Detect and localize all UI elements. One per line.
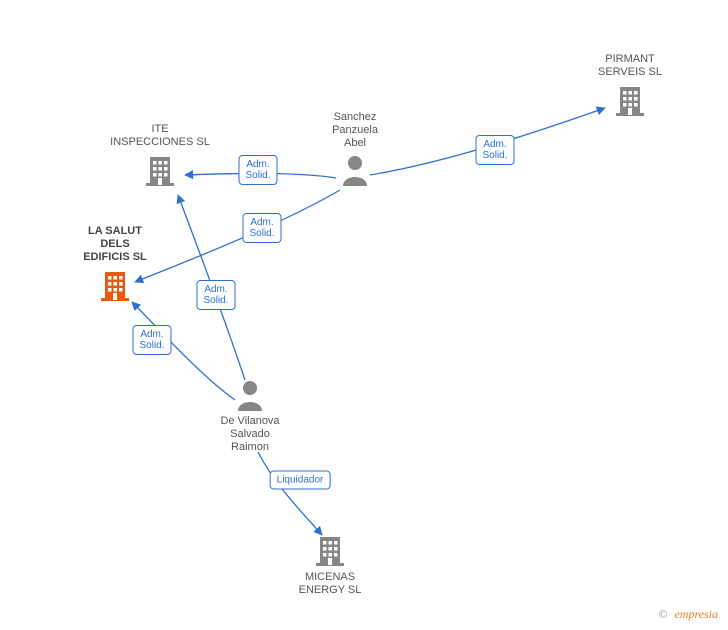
node-label: LA SALUT DELS EDIFICIS SL	[55, 225, 175, 264]
credit-footer: © empresia	[658, 607, 718, 622]
building-icon	[313, 533, 347, 567]
building-icon	[613, 83, 647, 117]
edge-label-e5: Adm. Solid.	[132, 325, 171, 355]
building-icon	[143, 153, 177, 187]
edge-label-e4: Adm. Solid.	[196, 280, 235, 310]
company-node-micenas[interactable]: MICENAS ENERGY SL	[270, 533, 390, 597]
copyright-symbol: ©	[658, 607, 667, 621]
edge-label-e1: Adm. Solid.	[475, 135, 514, 165]
company-node-lasalut[interactable]: LA SALUT DELS EDIFICIS SL	[55, 225, 175, 302]
company-node-pirmant[interactable]: PIRMANT SERVEIS SL	[570, 53, 690, 117]
company-node-ite[interactable]: ITE INSPECCIONES SL	[100, 123, 220, 187]
edge-label-e6: Liquidador	[270, 471, 331, 490]
edge-e6	[258, 452, 322, 535]
edge-label-e3: Adm. Solid.	[242, 213, 281, 243]
brand-name: empresia	[674, 607, 718, 621]
node-label: Sanchez Panzuela Abel	[295, 111, 415, 150]
node-label: PIRMANT SERVEIS SL	[570, 53, 690, 79]
person-icon	[235, 379, 265, 411]
person-node-vilanova[interactable]: De Vilanova Salvado Raimon	[190, 379, 310, 454]
person-icon	[340, 154, 370, 186]
node-label: De Vilanova Salvado Raimon	[190, 415, 310, 454]
building-icon	[98, 268, 132, 302]
person-node-sanchez[interactable]: Sanchez Panzuela Abel	[295, 111, 415, 186]
node-label: ITE INSPECCIONES SL	[100, 123, 220, 149]
edge-label-e2: Adm. Solid.	[238, 155, 277, 185]
node-label: MICENAS ENERGY SL	[270, 571, 390, 597]
